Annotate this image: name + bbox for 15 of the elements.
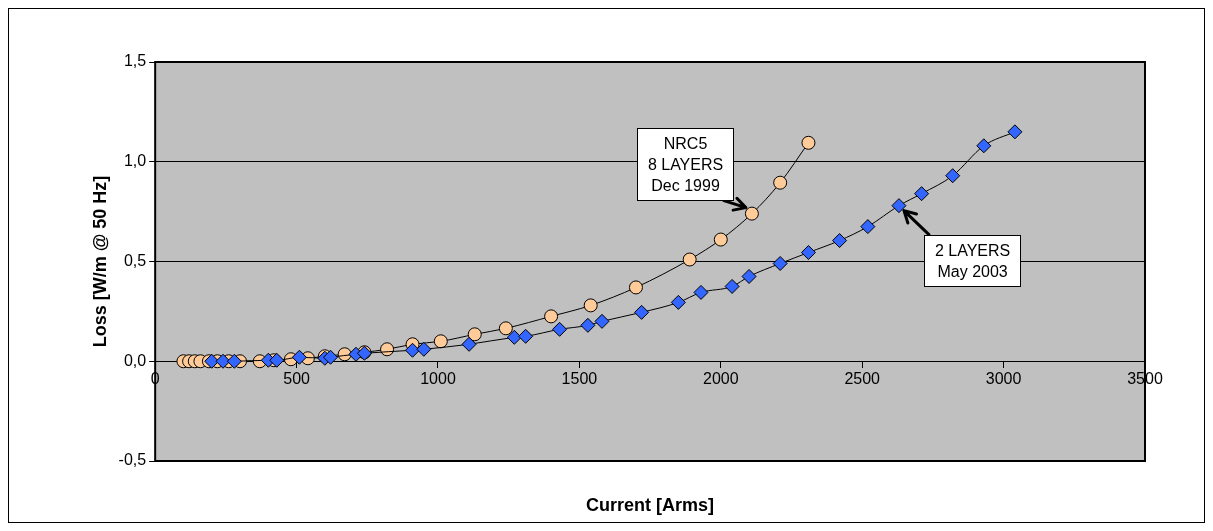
x-axis-title: Current [Arms] <box>586 494 715 516</box>
x-tick-label: 500 <box>283 370 311 388</box>
x-tick-label: 3000 <box>985 370 1022 388</box>
y-tick-label: -0,5 <box>118 451 147 469</box>
x-tick-label: 2000 <box>702 370 739 388</box>
y-tick-label: 0,0 <box>123 351 147 369</box>
annotation: 2 LAYERS May 2003 <box>923 234 1022 287</box>
x-tick-label: 1500 <box>561 370 598 388</box>
annotation: NRC5 8 LAYERS Dec 1999 <box>636 127 735 201</box>
y-tick-label: 1,0 <box>123 152 147 170</box>
x-tick-label: 2500 <box>844 370 881 388</box>
y-tick-label: 1,5 <box>123 52 147 70</box>
y-tick-label: 0,5 <box>123 251 147 269</box>
x-tick-label: 1000 <box>420 370 456 388</box>
y-axis-title: Loss [W/m @ 50 Hz] <box>89 175 110 348</box>
